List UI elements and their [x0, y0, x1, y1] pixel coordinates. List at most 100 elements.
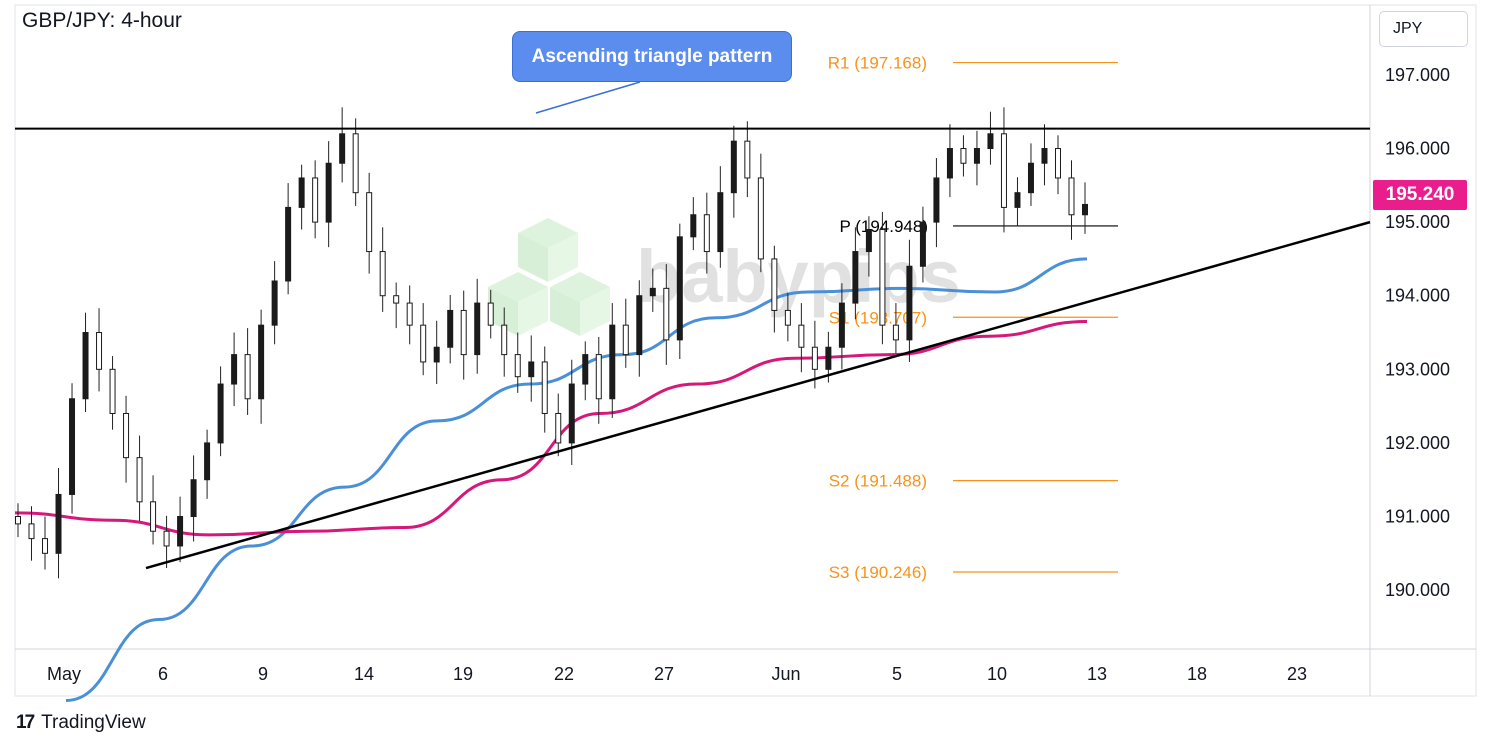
chart-frame: [14, 4, 1477, 697]
candle-body: [460, 309, 467, 356]
x-tick-label: 18: [1187, 664, 1207, 684]
candle-body: [244, 354, 251, 400]
candle-body: [393, 295, 400, 304]
tradingview-logo[interactable]: 17 TradingView: [16, 712, 146, 734]
candle-body: [15, 516, 21, 525]
candle-body: [514, 354, 521, 378]
candle-body: [55, 493, 62, 554]
candle-body: [852, 251, 859, 304]
candle-body: [1082, 203, 1088, 216]
y-tick-label: 192.000: [1385, 433, 1450, 453]
tradingview-mark-icon: 17: [16, 712, 35, 733]
candle-body: [123, 412, 130, 459]
candle-body: [636, 295, 643, 356]
candle-body: [190, 479, 197, 518]
candle-body: [325, 162, 332, 223]
candle-body: [1068, 177, 1075, 216]
pattern-callout: Ascending triangle pattern: [512, 31, 792, 82]
candle-body: [1000, 133, 1007, 208]
candle-body: [960, 148, 967, 164]
candle-body: [258, 324, 265, 400]
candle-body: [622, 324, 629, 356]
candle-body: [487, 302, 494, 326]
candle-body: [555, 412, 562, 444]
candle-body: [568, 383, 575, 444]
candle-body: [420, 324, 427, 363]
tradingview-logo-text: TradingView: [41, 712, 146, 733]
candle-body: [757, 177, 764, 260]
candle-body: [163, 530, 170, 547]
currency-button[interactable]: JPY: [1379, 11, 1468, 47]
x-tick-label: 6: [158, 664, 168, 684]
candle-body: [285, 206, 292, 282]
x-tick-label: 10: [987, 664, 1007, 684]
candle-body: [987, 133, 994, 150]
x-tick-label: May: [47, 664, 81, 684]
candle-body: [339, 133, 346, 164]
pivot-level-label: R1 (197.168): [828, 54, 927, 73]
candle-body: [919, 221, 926, 267]
y-tick-label: 194.000: [1385, 286, 1450, 306]
candle-body: [474, 302, 481, 356]
candle-body: [69, 398, 76, 495]
candle-body: [433, 346, 440, 363]
candle-body: [1027, 162, 1034, 194]
y-tick-label: 190.000: [1385, 580, 1450, 600]
pivot-level-label: S2 (191.488): [829, 472, 927, 491]
candle-body: [136, 457, 143, 503]
candle-body: [406, 302, 413, 326]
candle-body: [217, 383, 224, 444]
candle-body: [541, 361, 548, 414]
candle-body: [204, 442, 211, 481]
candle-body: [798, 324, 805, 348]
candle-body: [838, 302, 845, 348]
candle-body: [528, 361, 535, 378]
pivot-level-label: S1 (193.707): [829, 308, 927, 327]
y-tick-label: 197.000: [1385, 65, 1450, 85]
moving-average-line: [14, 319, 1088, 537]
candle-body: [447, 309, 454, 348]
candle-body: [231, 354, 238, 385]
candle-body: [906, 265, 913, 341]
x-tick-label: 13: [1087, 664, 1107, 684]
candle-body: [595, 354, 602, 400]
candle-body: [177, 516, 184, 547]
candle-body: [28, 523, 35, 540]
candle-body: [109, 368, 116, 414]
candle-body: [811, 346, 818, 370]
candle-body: [582, 354, 589, 385]
y-tick-label: 196.000: [1385, 139, 1450, 159]
pivot-level-label: P (194.948): [839, 217, 928, 236]
candle-body: [663, 287, 670, 341]
x-tick-label: 22: [554, 664, 574, 684]
candle-body: [933, 177, 940, 223]
x-tick-label: Jun: [771, 664, 800, 684]
x-tick-label: 23: [1287, 664, 1307, 684]
chart-title: GBP/JPY: 4-hour: [22, 9, 182, 32]
candle-body: [973, 148, 980, 164]
candle-body: [676, 236, 683, 341]
candle-body: [690, 214, 697, 238]
watermark-cubes-icon: [488, 218, 610, 336]
candle-body: [298, 177, 305, 208]
candle-body: [352, 133, 359, 194]
candle-body: [1054, 148, 1061, 179]
candle-body: [312, 177, 319, 223]
y-tick-label: 191.000: [1385, 507, 1450, 527]
candle-body: [150, 501, 157, 532]
candle-body: [609, 324, 616, 400]
candle-body: [879, 228, 886, 326]
candle-body: [501, 324, 508, 356]
candle-body: [946, 148, 953, 179]
candle-body: [744, 140, 751, 179]
moving-average-line: [65, 257, 1088, 703]
pivot-level-label: S3 (190.246): [829, 563, 927, 582]
candle-body: [865, 228, 872, 253]
candle-body: [42, 538, 49, 554]
candle-body: [82, 332, 89, 400]
candle-body: [1041, 148, 1048, 164]
x-tick-label: 14: [354, 664, 374, 684]
candle-body: [771, 258, 778, 311]
x-tick-label: 9: [258, 664, 268, 684]
